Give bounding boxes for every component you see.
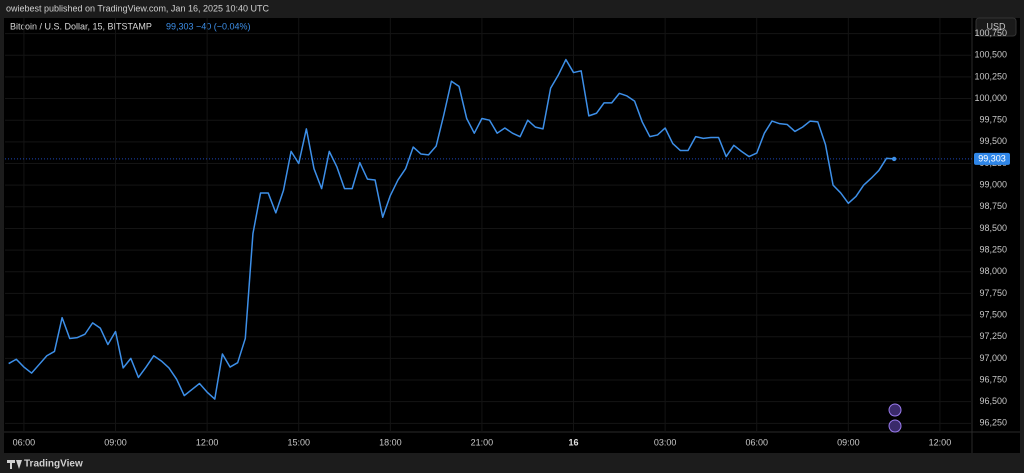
y-tick-label: 97,750: [979, 288, 1007, 298]
y-tick-label: 100,500: [974, 50, 1007, 60]
x-tick-label: 09:00: [104, 437, 127, 447]
y-tick-label: 100,000: [974, 93, 1007, 103]
legend-change: −40 (−0.04%): [196, 21, 251, 31]
last-price-tag: [974, 152, 1010, 165]
last-point: [891, 156, 897, 162]
event-icon[interactable]: [888, 419, 902, 433]
y-tick-label: 98,250: [979, 244, 1007, 254]
y-tick-label: 97,000: [979, 353, 1007, 363]
x-tick-label: 15:00: [287, 437, 310, 447]
event-icon[interactable]: [888, 403, 902, 417]
footer-bar: [0, 453, 1024, 473]
price-line: [8, 58, 895, 400]
plot-background: [4, 18, 1020, 453]
x-tick-label: 03:00: [654, 437, 677, 447]
y-tick-label: 99,750: [979, 115, 1007, 125]
x-tick-label: 18:00: [379, 437, 402, 447]
x-tick-label: 12:00: [196, 437, 219, 447]
x-tick-label: 16: [569, 437, 579, 447]
footer-brand: TradingView: [24, 459, 83, 470]
y-tick-label: 96,750: [979, 374, 1007, 384]
y-tick-label: 99,000: [979, 180, 1007, 190]
y-tick-label: 100,750: [974, 28, 1007, 38]
header: owiebest published on TradingView.com, J…: [6, 3, 270, 13]
y-tick-label: 98,750: [979, 201, 1007, 211]
x-tick-label: 06:00: [13, 437, 36, 447]
chart-title: Bitcoin / U.S. Dollar, 15, BITSTAMP: [10, 21, 152, 31]
legend-last: 99,303: [166, 21, 194, 31]
x-tick-label: 09:00: [837, 437, 860, 447]
y-tick-label: 96,500: [979, 396, 1007, 406]
y-tick-label: 98,000: [979, 266, 1007, 276]
x-tick-label: 21:00: [471, 437, 494, 447]
currency[interactable]: USD: [986, 21, 1006, 31]
y-tick-label: 98,500: [979, 223, 1007, 233]
currency-button[interactable]: [975, 17, 1017, 37]
y-tick-label: 97,500: [979, 309, 1007, 319]
y-tick-label: 96,250: [979, 418, 1007, 428]
y-tick-label: 97,250: [979, 331, 1007, 341]
y-tick-label: 99,500: [979, 136, 1007, 146]
x-tick-label: 06:00: [745, 437, 768, 447]
last-price-label: 99,303: [978, 153, 1006, 163]
y-tick-label: 100,250: [974, 71, 1007, 81]
logo: [7, 460, 22, 469]
x-tick-label: 12:00: [929, 437, 952, 447]
